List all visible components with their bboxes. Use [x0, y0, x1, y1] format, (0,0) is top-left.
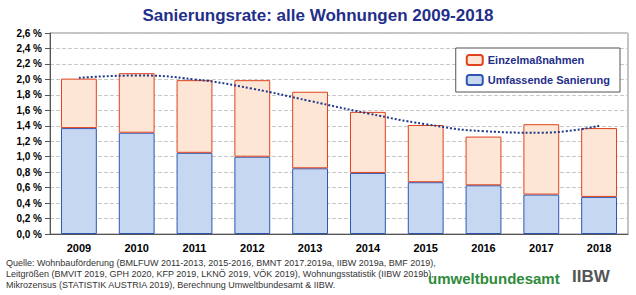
svg-text:Sanierungsrate: alle Wohnungen: Sanierungsrate: alle Wohnungen 2009-2018	[142, 6, 493, 25]
svg-text:2011: 2011	[183, 242, 207, 254]
svg-text:1,8 %: 1,8 %	[16, 89, 42, 100]
svg-text:0,8 %: 0,8 %	[16, 167, 42, 178]
svg-text:0,2 %: 0,2 %	[16, 213, 42, 224]
svg-text:0,0 %: 0,0 %	[16, 229, 42, 240]
svg-text:2017: 2017	[529, 242, 553, 254]
svg-text:Mikrozensus (STATISTIK AUSTRIA: Mikrozensus (STATISTIK AUSTRIA 2019), Be…	[6, 280, 335, 290]
svg-text:IIBW: IIBW	[572, 267, 611, 286]
svg-text:1,0 %: 1,0 %	[16, 151, 42, 162]
svg-text:Umfassende Sanierung: Umfassende Sanierung	[488, 74, 610, 86]
svg-text:Leitgrößen (BMVIT 2019, GPH 20: Leitgrößen (BMVIT 2019, GPH 2020, KFP 20…	[6, 269, 434, 279]
svg-text:Quelle: Wohnbauförderung (BMLF: Quelle: Wohnbauförderung (BMLFUW 2011-20…	[6, 258, 436, 268]
svg-text:1,4 %: 1,4 %	[16, 120, 42, 131]
svg-text:0,6 %: 0,6 %	[16, 182, 42, 193]
svg-text:1,2 %: 1,2 %	[16, 136, 42, 147]
svg-text:2,0 %: 2,0 %	[16, 74, 42, 85]
svg-text:2,6 %: 2,6 %	[16, 28, 42, 39]
svg-text:2018: 2018	[587, 242, 611, 254]
svg-text:2010: 2010	[124, 242, 148, 254]
svg-text:2016: 2016	[471, 242, 495, 254]
svg-text:umweltbundesamt: umweltbundesamt	[428, 270, 560, 287]
svg-text:2012: 2012	[240, 242, 264, 254]
svg-text:2,4 %: 2,4 %	[16, 43, 42, 54]
svg-text:Einzelmaßnahmen: Einzelmaßnahmen	[488, 54, 585, 66]
svg-text:0,4 %: 0,4 %	[16, 198, 42, 209]
svg-text:2013: 2013	[298, 242, 322, 254]
svg-text:2,2 %: 2,2 %	[16, 58, 42, 69]
svg-text:2009: 2009	[67, 242, 91, 254]
svg-text:2014: 2014	[356, 242, 381, 254]
svg-text:1,6 %: 1,6 %	[16, 105, 42, 116]
svg-text:2015: 2015	[413, 242, 437, 254]
